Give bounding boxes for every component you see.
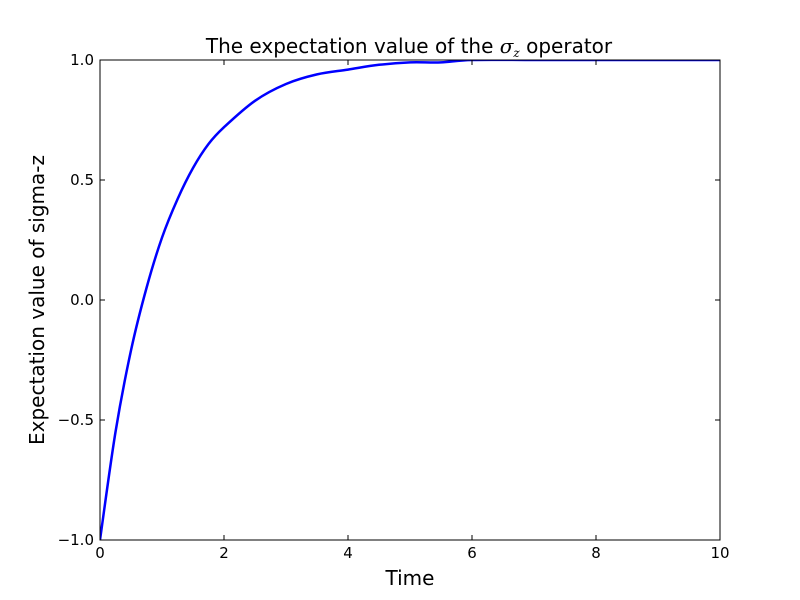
y-tick-label: 1.0 [70,51,94,69]
y-tick-label: 0.5 [70,171,94,189]
y-tick-label: −1.0 [58,531,94,549]
axis-ticks: 0 2 4 6 8 10 −1.0 −0.5 0.0 0.5 1.0 [58,51,730,562]
x-tick-label: 0 [95,544,105,562]
x-tick-label: 10 [710,544,729,562]
x-axis-label: Time [385,566,435,590]
chart-title: The expectation value of the σz operator [205,34,613,60]
x-tick-label: 4 [343,544,353,562]
x-tick-label: 8 [591,544,601,562]
x-tick-label: 6 [467,544,477,562]
y-tick-label: −0.5 [58,411,94,429]
plot-area [100,60,720,540]
y-axis-label: Expectation value of sigma-z [25,155,49,445]
x-tick-label: 2 [219,544,229,562]
y-tick-label: 0.0 [70,291,94,309]
series-line-0 [100,60,720,540]
